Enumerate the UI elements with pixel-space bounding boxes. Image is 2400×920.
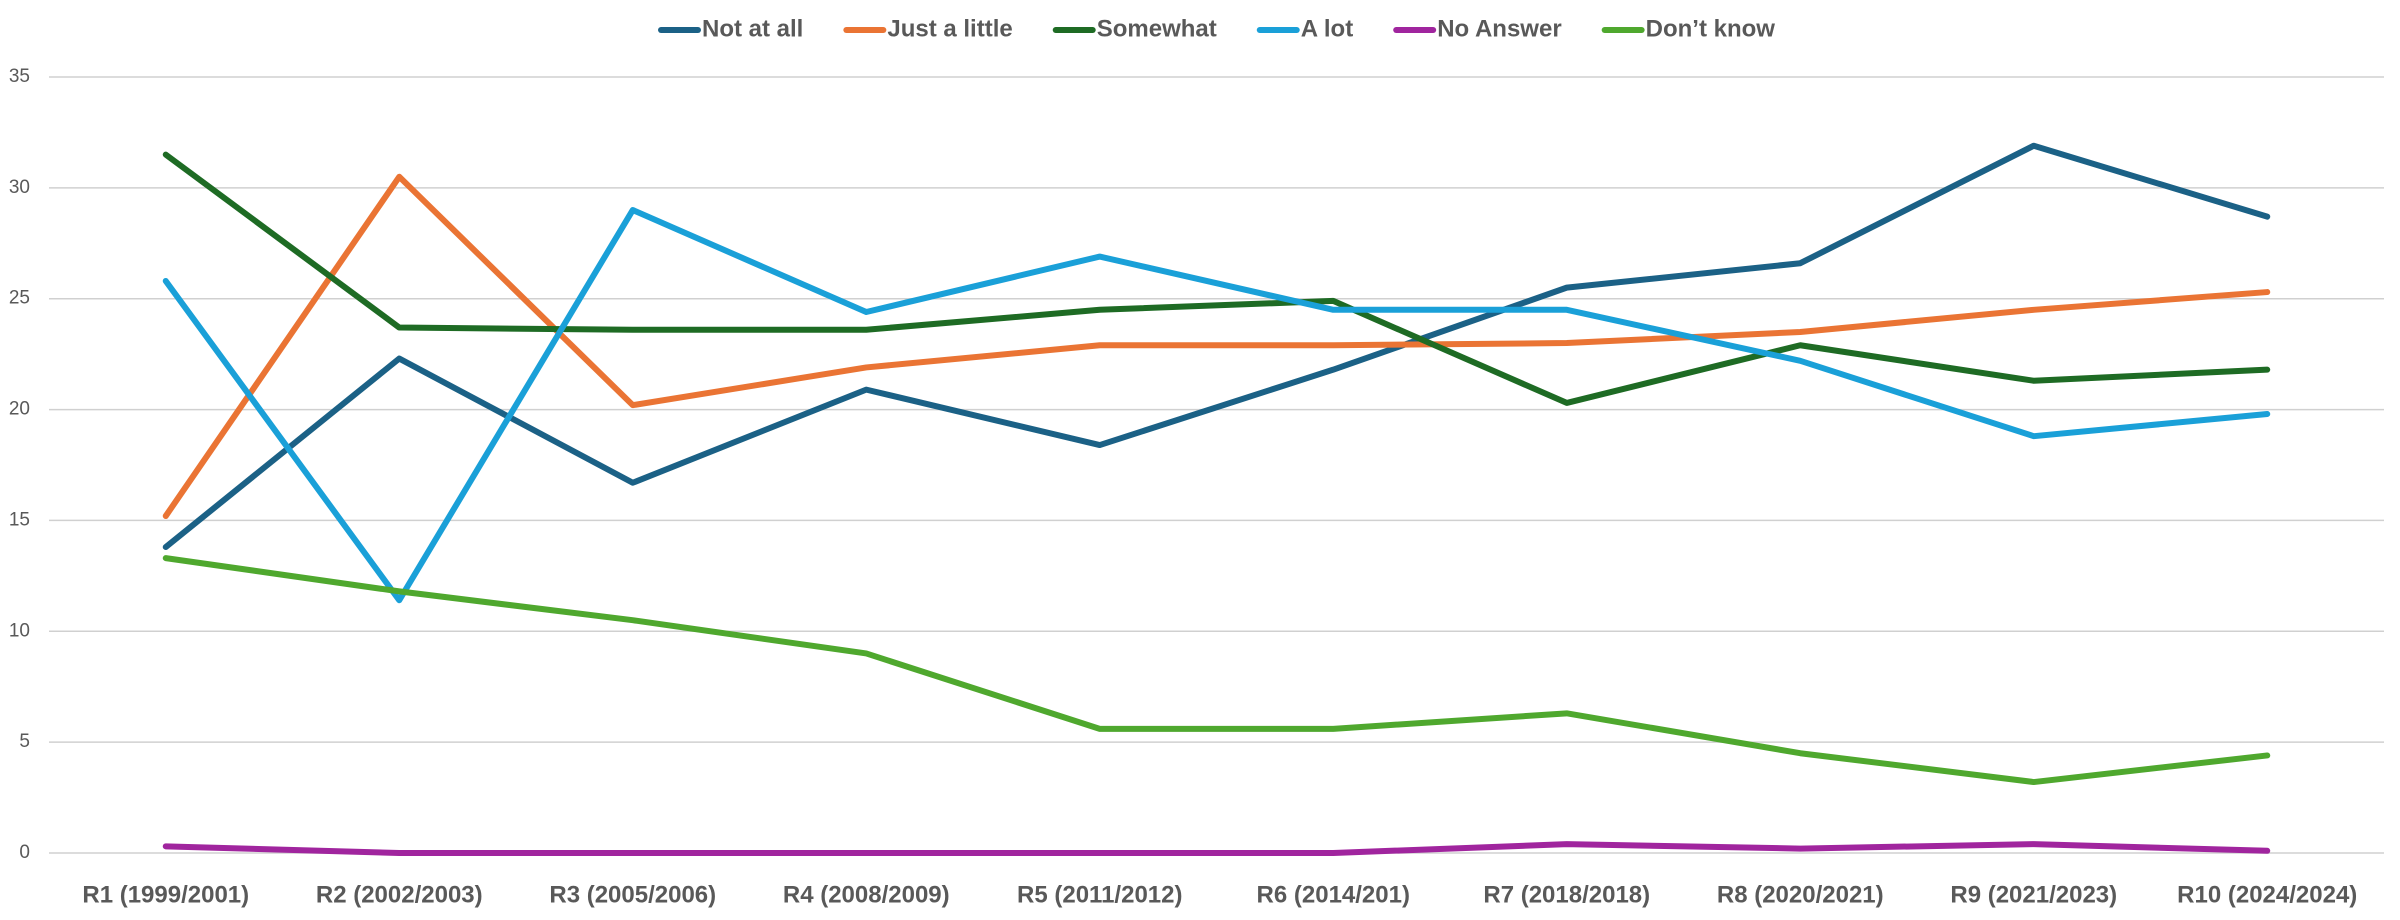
series-line <box>162 207 2271 604</box>
y-tick-label: 0 <box>19 842 30 863</box>
x-tick-label: R2 (2002/2003) <box>316 881 483 908</box>
y-tick-label: 25 <box>9 288 30 309</box>
y-tick-label: 35 <box>9 66 30 87</box>
legend-label: Just a little <box>887 15 1012 42</box>
series-line <box>162 142 2271 551</box>
series-line <box>162 555 2271 786</box>
legend-label: A lot <box>1301 15 1353 42</box>
x-tick-label: R6 (2014/201) <box>1257 881 1410 908</box>
x-tick-label: R8 (2020/2021) <box>1717 881 1884 908</box>
y-tick-label: 30 <box>9 177 30 198</box>
series-line <box>162 841 2271 856</box>
x-tick-label: R3 (2005/2006) <box>549 881 716 908</box>
y-tick-label: 15 <box>9 509 30 530</box>
x-tick-label: R10 (2024/2024) <box>2177 881 2357 908</box>
y-tick-label: 20 <box>9 399 30 420</box>
legend-label: Somewhat <box>1097 15 1217 42</box>
y-tick-label: 5 <box>19 731 30 752</box>
legend-label: No Answer <box>1437 15 1561 42</box>
x-tick-label: R1 (1999/2001) <box>82 881 249 908</box>
legend-label: Not at all <box>702 15 803 42</box>
series-line <box>162 151 2271 406</box>
x-tick-label: R9 (2021/2023) <box>1950 881 2117 908</box>
legend-label: Don’t know <box>1646 15 1776 42</box>
x-tick-label: R5 (2011/2012) <box>1017 881 1182 908</box>
y-tick-label: 10 <box>9 620 30 641</box>
x-tick-label: R7 (2018/2018) <box>1483 881 1650 908</box>
series-line <box>162 173 2271 519</box>
x-tick-label: R4 (2008/2009) <box>783 881 950 908</box>
